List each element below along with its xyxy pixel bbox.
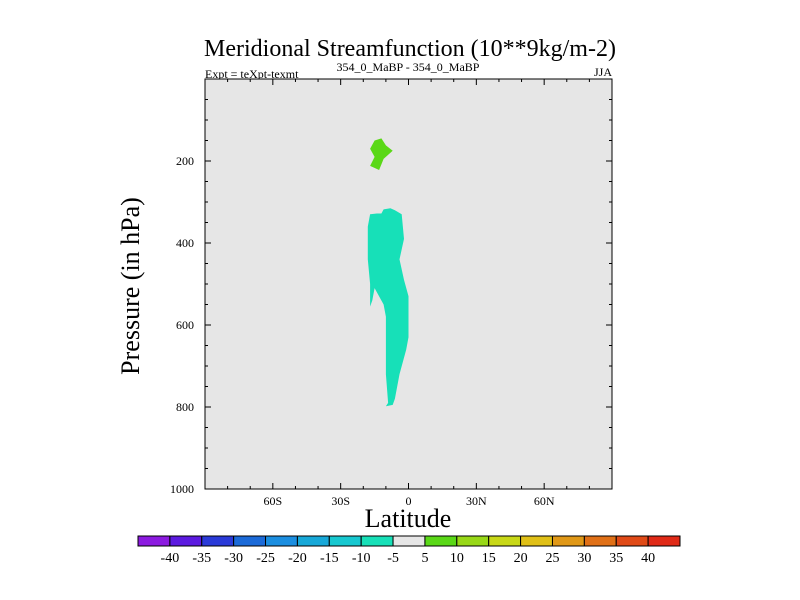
x-axis-label: Latitude <box>365 504 452 533</box>
colorbar-label: -10 <box>352 551 371 566</box>
colorbar-label: -25 <box>256 551 275 566</box>
colorbar-swatch <box>583 535 617 547</box>
region-positive-5-to-10 <box>370 138 393 170</box>
x-tick-label: 30S <box>331 494 350 508</box>
x-tick-label: 30N <box>466 494 487 508</box>
colorbar-swatch <box>647 535 681 547</box>
x-tick-label: 60S <box>263 494 282 508</box>
colorbar-label: 30 <box>577 551 591 566</box>
x-tick-label: 60N <box>534 494 555 508</box>
contour-regions <box>367 138 409 407</box>
colorbar-swatch <box>520 535 553 547</box>
colorbar-swatch <box>328 535 362 547</box>
colorbar-label: 10 <box>450 551 464 566</box>
region-negative-5-to-10 <box>367 208 409 407</box>
y-tick-label: 1000 <box>170 482 194 496</box>
subtitle-center: 354_0_MaBP - 354_0_MaBP <box>337 60 480 74</box>
y-tick-label: 200 <box>176 154 194 168</box>
colorbar-swatch <box>424 535 458 547</box>
y-tick-label: 400 <box>176 236 194 250</box>
subtitle-right: JJA <box>594 65 612 79</box>
y-tick-label: 800 <box>176 400 194 414</box>
colorbar-label: -15 <box>320 551 339 566</box>
colorbar-swatch <box>296 535 330 547</box>
y-axis-ticks: 200 400 600 800 1000 <box>170 99 612 496</box>
colorbar-label: -30 <box>224 551 243 566</box>
colorbar-label: -40 <box>161 551 180 566</box>
colorbar-label: 25 <box>545 551 559 566</box>
y-axis-label: Pressure (in hPa) <box>116 197 145 375</box>
colorbar-label: 40 <box>641 551 655 566</box>
colorbar-swatch <box>392 535 426 547</box>
colorbar-label: 20 <box>514 551 528 566</box>
colorbar-swatch <box>233 535 267 547</box>
colorbar-swatch <box>201 535 235 547</box>
colorbar-label: -35 <box>192 551 211 566</box>
colorbar-label: -5 <box>387 551 399 566</box>
colorbar-label: -20 <box>288 551 307 566</box>
y-tick-label: 600 <box>176 318 194 332</box>
x-tick-label: 0 <box>406 494 412 508</box>
colorbar: -40 -35 -30 -25 -20 -15 -10 -5 5 10 15 20 25 30 35 40 <box>137 535 681 566</box>
colorbar-label: 15 <box>482 551 496 566</box>
colorbar-swatch <box>169 535 203 547</box>
chart-title: Meridional Streamfunction (10**9kg/m-2) <box>204 36 616 62</box>
colorbar-swatch <box>265 535 298 547</box>
plot-area <box>205 79 612 489</box>
colorbar-swatch <box>456 535 490 547</box>
colorbar-swatch <box>137 535 171 547</box>
colorbar-swatch <box>615 535 649 547</box>
colorbar-label: 5 <box>421 551 428 566</box>
subtitle-left: Expt = teXpt-texmt <box>205 67 299 81</box>
x-axis-ticks: 60S 30S 0 30N 60N <box>204 79 613 508</box>
colorbar-swatch <box>488 535 522 547</box>
colorbar-swatch <box>360 535 394 547</box>
colorbar-swatch <box>551 535 585 547</box>
colorbar-label: 35 <box>609 551 623 566</box>
